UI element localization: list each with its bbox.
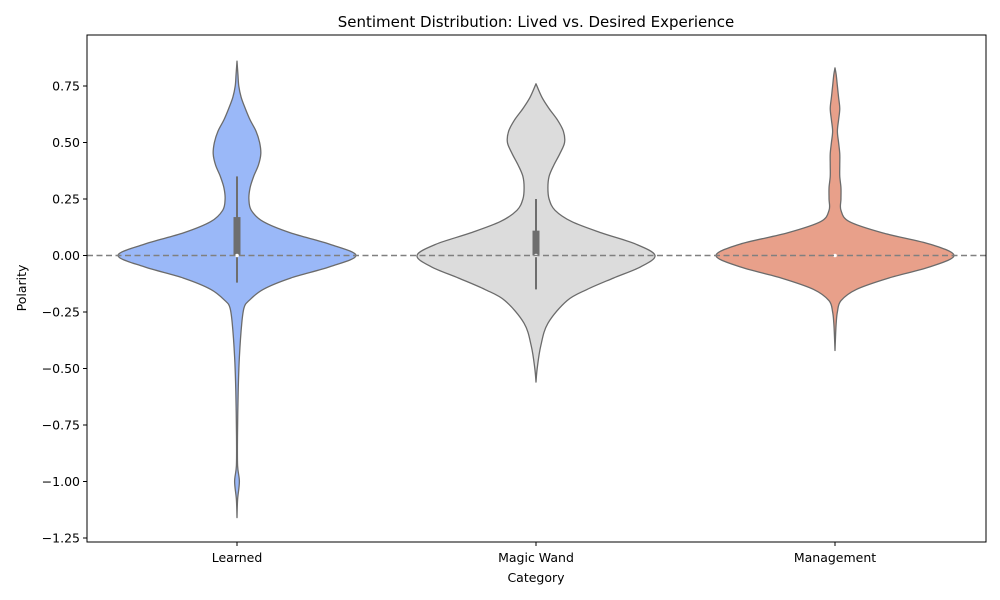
median-dot: [235, 253, 239, 258]
y-tick-label: 0.25: [52, 192, 80, 207]
y-tick-label: −0.75: [42, 418, 80, 433]
x-tick-label: Management: [794, 550, 876, 565]
y-tick-label: −0.25: [42, 305, 80, 320]
x-tick-label: Learned: [212, 550, 263, 565]
median-dot: [833, 253, 837, 258]
y-tick-label: 0.75: [52, 79, 80, 94]
y-tick-label: 0.50: [52, 135, 80, 150]
y-tick-label: −0.50: [42, 361, 80, 376]
x-axis-title: Category: [507, 570, 565, 585]
violin-management: [715, 67, 955, 352]
y-axis: 0.75 0.50 0.25 0.00 −0.25 −0.50 −0.75 −1.00 −1.2…: [42, 79, 87, 546]
x-axis: Learned Magic Wand Management: [212, 542, 876, 565]
y-axis-title: Polarity: [14, 264, 29, 311]
y-tick-label: −1.25: [42, 531, 80, 546]
chart-title: Sentiment Distribution: Lived vs. Desire…: [338, 13, 735, 31]
x-tick-label: Magic Wand: [498, 550, 574, 565]
violin-learned: [117, 60, 357, 519]
box: [532, 230, 540, 256]
y-tick-label: −1.00: [42, 474, 80, 489]
y-tick-label: 0.00: [52, 248, 80, 263]
plot-area: [87, 60, 986, 519]
box: [233, 217, 241, 256]
